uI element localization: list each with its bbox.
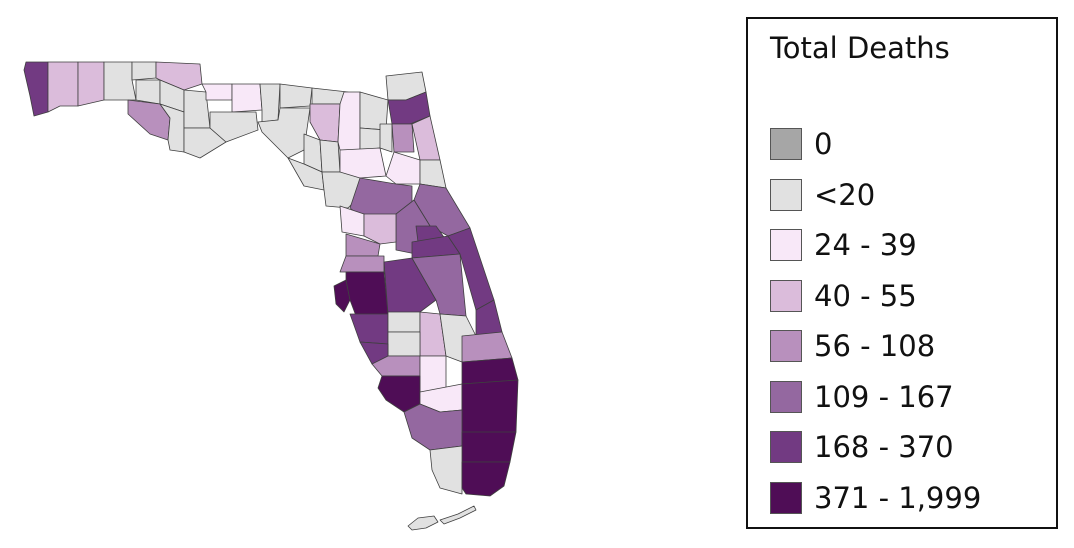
county-leon[interactable] [231,83,263,113]
county-polk[interactable] [383,257,437,315]
legend-swatch [770,330,802,363]
county-okaloosa[interactable] [77,61,105,107]
county-pinellas[interactable] [333,279,351,313]
legend-item: 371 - 1,999 [770,473,981,524]
legend-item: 0 [770,119,981,170]
legend-swatch [770,229,802,262]
legend-label: 168 - 370 [814,430,954,465]
legend-swatch [770,481,802,514]
legend-title: Total Deaths [770,31,950,65]
county-clay[interactable] [391,123,415,153]
county-gadsden[interactable] [201,83,233,101]
county-monroe[interactable] [429,445,463,495]
county-martin[interactable] [461,357,519,385]
legend-swatch [770,178,802,211]
county-broward[interactable] [461,431,517,463]
county-jefferson[interactable] [259,83,281,123]
county-wakulla[interactable] [209,111,259,143]
county-hillsborough[interactable] [345,271,389,317]
florida-county-map [23,61,519,531]
county-glades[interactable] [419,355,447,393]
legend-label: 40 - 55 [814,278,917,313]
county-suwannee[interactable] [309,103,341,143]
county-miami-dade[interactable] [461,461,511,497]
county-flagler[interactable] [419,159,447,189]
county-gilchrist[interactable] [319,139,341,173]
county-alachua[interactable] [339,147,387,179]
county-columbia[interactable] [337,91,361,151]
county-st-lucie[interactable] [461,331,513,363]
county-holmes[interactable] [131,61,157,81]
county-madison[interactable] [279,83,313,109]
county-collier[interactable] [403,403,463,451]
county-st-johns[interactable] [411,115,441,161]
legend-label: 0 [814,127,833,162]
legend-item: 24 - 39 [770,220,981,271]
county-escambia[interactable] [23,61,49,117]
county-walton[interactable] [103,61,137,101]
county-taylor[interactable] [257,107,311,159]
legend-item: <20 [770,170,981,221]
county-shapes [23,61,519,531]
county-washington[interactable] [135,79,161,105]
county-monroe-keys[interactable] [407,515,439,531]
legend-label: 109 - 167 [814,379,954,414]
legend-items: 0 <20 24 - 39 40 - 55 56 - 108 109 - 167 168 -… [770,119,981,523]
legend-swatch [770,431,802,464]
county-santa-rosa[interactable] [47,61,79,113]
legend-label: 24 - 39 [814,228,917,263]
legend-item: 109 - 167 [770,372,981,423]
county-palm-beach[interactable] [461,379,519,437]
county-sumter[interactable] [363,213,397,245]
county-pasco[interactable] [339,255,385,273]
legend-label: <20 [814,177,876,212]
legend-label: 371 - 1,999 [814,480,982,515]
county-manatee[interactable] [349,313,389,345]
legend-label: 56 - 108 [814,329,936,364]
county-desoto[interactable] [387,331,421,357]
legend: Total Deaths 0 <20 24 - 39 40 - 55 56 - 108 1… [746,17,1058,529]
county-monroe-keys-east[interactable] [439,505,477,525]
legend-item: 40 - 55 [770,271,981,322]
county-lee[interactable] [377,375,421,413]
legend-swatch [770,380,802,413]
county-putnam[interactable] [385,151,421,185]
county-bradford[interactable] [379,123,393,153]
county-hardee[interactable] [387,311,421,333]
legend-swatch [770,279,802,312]
legend-swatch [770,128,802,161]
legend-item: 168 - 370 [770,422,981,473]
county-franklin[interactable] [183,127,227,159]
legend-item: 56 - 108 [770,321,981,372]
